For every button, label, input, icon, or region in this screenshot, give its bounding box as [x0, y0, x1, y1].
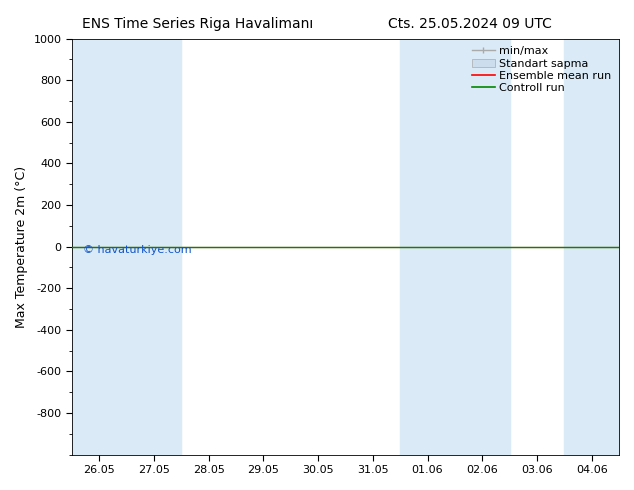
Text: ENS Time Series Riga Havalimanı: ENS Time Series Riga Havalimanı — [82, 17, 314, 31]
Bar — [564, 39, 619, 455]
Text: Cts. 25.05.2024 09 UTC: Cts. 25.05.2024 09 UTC — [388, 17, 552, 31]
Y-axis label: Max Temperature 2m (°C): Max Temperature 2m (°C) — [15, 166, 28, 328]
Bar — [400, 39, 455, 455]
Bar — [455, 39, 510, 455]
Bar — [72, 39, 127, 455]
Bar — [127, 39, 181, 455]
Legend: min/max, Standart sapma, Ensemble mean run, Controll run: min/max, Standart sapma, Ensemble mean r… — [470, 44, 614, 95]
Text: © havaturkiye.com: © havaturkiye.com — [83, 245, 191, 254]
